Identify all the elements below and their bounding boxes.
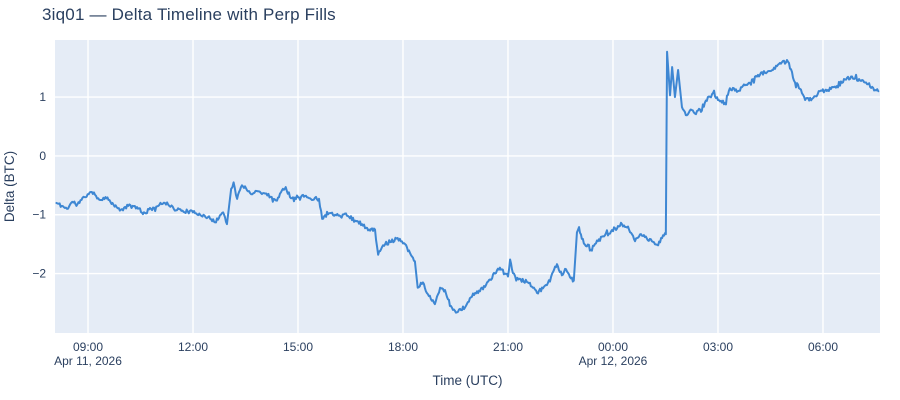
x-tick-label: 03:00 [703,340,733,354]
x-tick-label: 15:00 [283,340,313,354]
y-tick-label: −1 [32,208,46,222]
x-tick-label: 00:00 [598,340,628,354]
x-axis-title: Time (UTC) [433,373,503,388]
x-tick-label: 12:00 [178,340,208,354]
y-tick-label: −2 [32,267,46,281]
x-tick-date-label: Apr 11, 2026 [54,354,122,368]
y-axis-title: Delta (BTC) [2,151,17,222]
x-tick-label: 18:00 [388,340,418,354]
x-tick-label: 06:00 [808,340,838,354]
gridlines [55,40,880,333]
y-tick-label: 0 [39,149,46,163]
x-tick-label: 21:00 [493,340,523,354]
x-tick-label: 09:00 [73,340,103,354]
y-tick-label: 1 [39,90,46,104]
chart-title: 3iq01 — Delta Timeline with Perp Fills [42,5,336,24]
delta-series-line [55,50,880,314]
plot-area[interactable] [55,40,880,333]
x-tick-date-label: Apr 12, 2026 [579,354,648,368]
